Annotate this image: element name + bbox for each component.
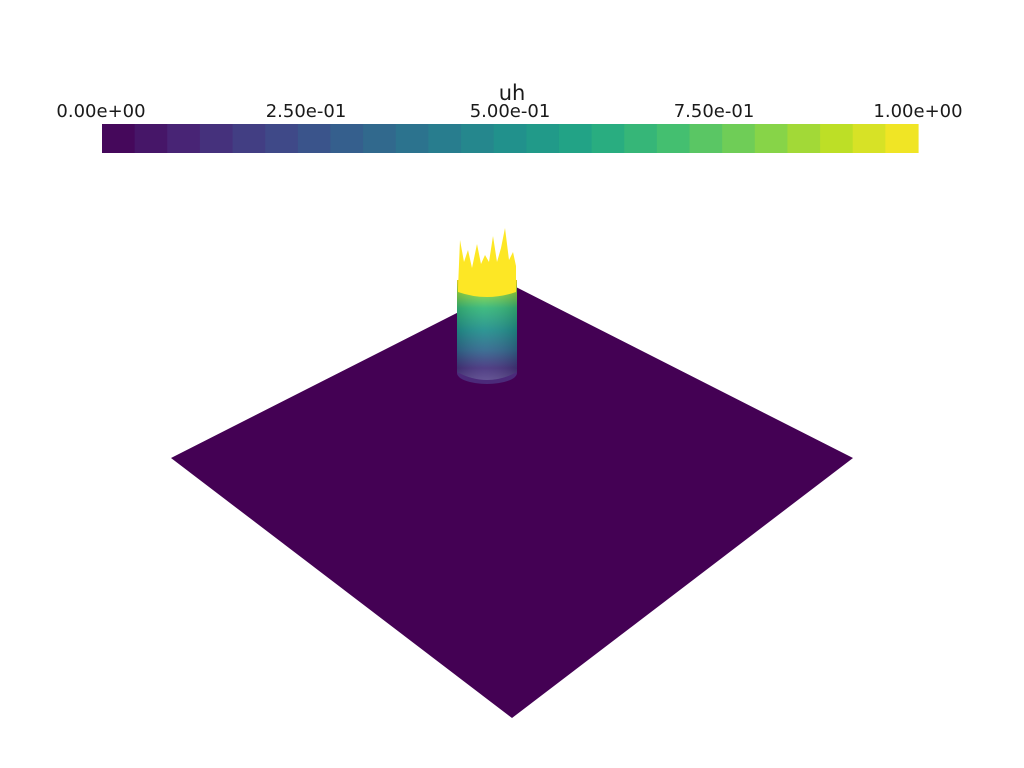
scalar-bar-band [591, 124, 625, 153]
scalar-bar-tick-label: 7.50e-01 [673, 101, 755, 122]
scalar-bar-band [689, 124, 723, 153]
scalar-bar-band [558, 124, 593, 153]
peak-shading [457, 280, 517, 380]
scalar-bar-band [330, 124, 364, 153]
scalar-bar-band [656, 124, 691, 153]
scalar-bar-band [493, 124, 527, 153]
scalar-bar-band [232, 124, 266, 153]
scalar-bar-band [134, 124, 168, 153]
scalar-bar-band [787, 124, 821, 153]
scalar-bar-band [265, 124, 299, 153]
surface-plane [171, 285, 853, 718]
scalar-bar-tick-label: 1.00e+00 [873, 101, 963, 122]
scalar-bar-band [885, 124, 919, 153]
scalar-bar-tick-label: 0.00e+00 [56, 101, 146, 122]
scalar-bar-band [363, 124, 397, 153]
scalar-bar-band [297, 124, 332, 153]
scalar-bar-band [461, 124, 495, 153]
scalar-bar-band [722, 124, 756, 153]
scalar-bar-band [428, 124, 462, 153]
scalar-bar-tick-label: 2.50e-01 [265, 101, 347, 122]
peak-top [458, 228, 516, 297]
scalar-bar-band [199, 124, 234, 153]
scalar-bar-band [395, 124, 429, 153]
scalar-bar-title: uh [498, 81, 526, 105]
scalar-bar-band [820, 124, 854, 153]
scalar-bar-band [102, 124, 136, 153]
scalar-bar-band [852, 124, 886, 153]
scalar-bar-band [624, 124, 658, 153]
scalar-bar-band [526, 124, 560, 153]
scalar-bar-band [167, 124, 201, 153]
scalar-bar-band [754, 124, 789, 153]
scalar-bar-tick-label: 5.00e-01 [469, 101, 551, 122]
scalar-bar [102, 124, 919, 153]
